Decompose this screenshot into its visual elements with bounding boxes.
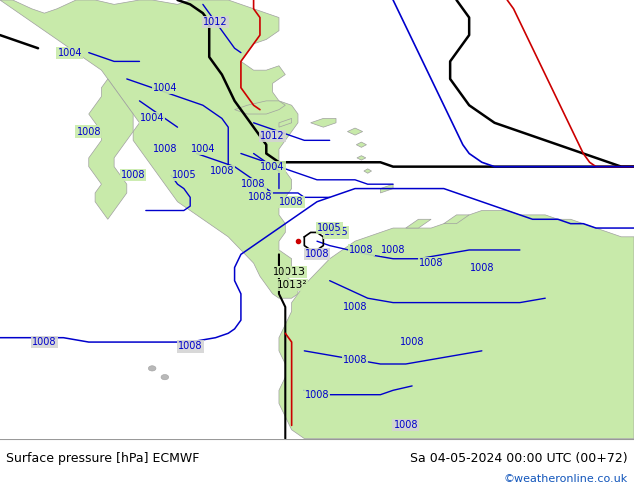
Text: 1004: 1004 — [153, 83, 177, 93]
Polygon shape — [364, 169, 372, 173]
Polygon shape — [311, 119, 336, 127]
Text: 1013: 1013 — [278, 267, 306, 277]
Text: 1012: 1012 — [261, 131, 285, 141]
Text: 1004: 1004 — [261, 162, 285, 172]
Text: 1013²: 1013² — [276, 280, 307, 290]
Text: ©weatheronline.co.uk: ©weatheronline.co.uk — [503, 474, 628, 484]
Text: 1008: 1008 — [210, 166, 234, 176]
Polygon shape — [89, 79, 133, 220]
Text: 1008: 1008 — [343, 302, 367, 312]
Text: 1008: 1008 — [280, 196, 304, 207]
Text: 1008: 1008 — [470, 263, 494, 272]
Polygon shape — [279, 211, 634, 439]
Text: Surface pressure [hPa] ECMWF: Surface pressure [hPa] ECMWF — [6, 452, 200, 465]
Polygon shape — [0, 0, 298, 298]
Text: 1004: 1004 — [58, 48, 82, 58]
Text: 1004: 1004 — [140, 113, 164, 123]
Text: 1008: 1008 — [153, 144, 177, 154]
Text: 1012: 1012 — [204, 17, 228, 27]
Text: 1008: 1008 — [121, 171, 145, 180]
Text: 1008: 1008 — [400, 337, 424, 347]
Polygon shape — [356, 142, 366, 147]
Circle shape — [161, 374, 169, 380]
Text: 1008: 1008 — [343, 355, 367, 365]
Text: 1008: 1008 — [242, 179, 266, 189]
Text: 1005: 1005 — [318, 223, 342, 233]
Text: 1008: 1008 — [349, 245, 373, 255]
Text: 10: 10 — [273, 267, 285, 277]
Text: Sa 04-05-2024 00:00 UTC (00+72): Sa 04-05-2024 00:00 UTC (00+72) — [410, 452, 628, 465]
Circle shape — [148, 366, 156, 371]
Text: 1005: 1005 — [172, 171, 196, 180]
Text: 1005: 1005 — [324, 227, 348, 238]
Text: 1008: 1008 — [419, 258, 443, 268]
Polygon shape — [357, 156, 366, 160]
Polygon shape — [279, 119, 292, 127]
Polygon shape — [444, 215, 469, 223]
Text: 1008: 1008 — [305, 249, 329, 259]
Text: 1008: 1008 — [305, 390, 329, 400]
Polygon shape — [235, 101, 285, 114]
Text: 1008: 1008 — [77, 126, 101, 137]
Text: 1008: 1008 — [32, 337, 56, 347]
Text: 1008: 1008 — [178, 342, 202, 351]
Text: 1004: 1004 — [191, 144, 215, 154]
Text: 1008: 1008 — [394, 420, 418, 430]
Polygon shape — [406, 220, 431, 228]
Polygon shape — [380, 184, 393, 193]
Polygon shape — [347, 128, 363, 135]
Text: 1008: 1008 — [248, 193, 272, 202]
Text: 1008: 1008 — [381, 245, 405, 255]
